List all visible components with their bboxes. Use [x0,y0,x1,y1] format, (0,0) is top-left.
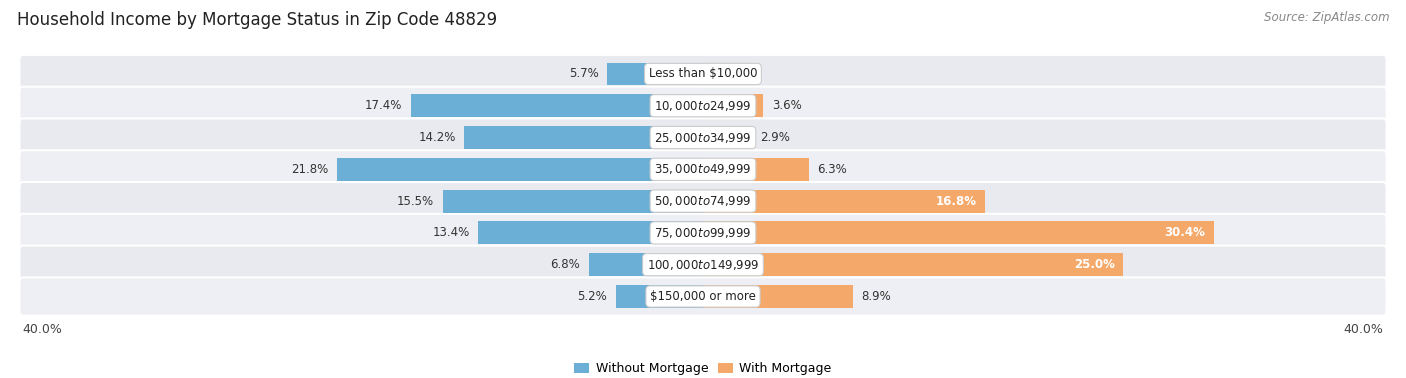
Bar [703,285,852,308]
Text: 40.0%: 40.0% [22,322,62,336]
FancyBboxPatch shape [20,118,1386,156]
Bar [616,285,703,308]
Text: $25,000 to $34,999: $25,000 to $34,999 [654,130,752,144]
FancyBboxPatch shape [20,87,1386,125]
Text: $50,000 to $74,999: $50,000 to $74,999 [654,194,752,208]
Text: 16.8%: 16.8% [936,195,977,208]
Bar [443,190,703,212]
FancyBboxPatch shape [20,277,1386,316]
Text: 0.0%: 0.0% [711,67,741,81]
Text: $75,000 to $99,999: $75,000 to $99,999 [654,226,752,240]
FancyBboxPatch shape [20,214,1386,252]
Text: 5.7%: 5.7% [569,67,599,81]
Text: 6.8%: 6.8% [551,258,581,271]
Text: Less than $10,000: Less than $10,000 [648,67,758,81]
Bar [336,158,703,181]
Bar [703,94,763,117]
Text: 6.3%: 6.3% [817,163,846,176]
Bar [703,126,752,149]
FancyBboxPatch shape [20,246,1386,284]
Text: 8.9%: 8.9% [860,290,891,303]
Legend: Without Mortgage, With Mortgage: Without Mortgage, With Mortgage [569,357,837,378]
Text: 21.8%: 21.8% [291,163,328,176]
Bar [478,222,703,244]
Text: 30.4%: 30.4% [1164,226,1205,239]
Bar [411,94,703,117]
Text: $10,000 to $24,999: $10,000 to $24,999 [654,99,752,113]
Bar [703,222,1213,244]
Bar [703,158,808,181]
Bar [607,62,703,85]
Text: 2.9%: 2.9% [761,131,790,144]
Text: 13.4%: 13.4% [432,226,470,239]
Text: 15.5%: 15.5% [396,195,434,208]
FancyBboxPatch shape [20,55,1386,93]
Text: 25.0%: 25.0% [1074,258,1115,271]
Text: $35,000 to $49,999: $35,000 to $49,999 [654,162,752,176]
Bar [703,190,986,212]
Text: Source: ZipAtlas.com: Source: ZipAtlas.com [1264,11,1389,24]
Text: 5.2%: 5.2% [578,290,607,303]
Text: 40.0%: 40.0% [1344,322,1384,336]
Text: 3.6%: 3.6% [772,99,801,112]
Bar [703,253,1123,276]
Bar [464,126,703,149]
FancyBboxPatch shape [20,182,1386,220]
Text: 14.2%: 14.2% [419,131,456,144]
Text: $100,000 to $149,999: $100,000 to $149,999 [647,258,759,272]
Text: $150,000 or more: $150,000 or more [650,290,756,303]
FancyBboxPatch shape [20,150,1386,188]
Text: 17.4%: 17.4% [364,99,402,112]
Bar [589,253,703,276]
Text: Household Income by Mortgage Status in Zip Code 48829: Household Income by Mortgage Status in Z… [17,11,496,29]
